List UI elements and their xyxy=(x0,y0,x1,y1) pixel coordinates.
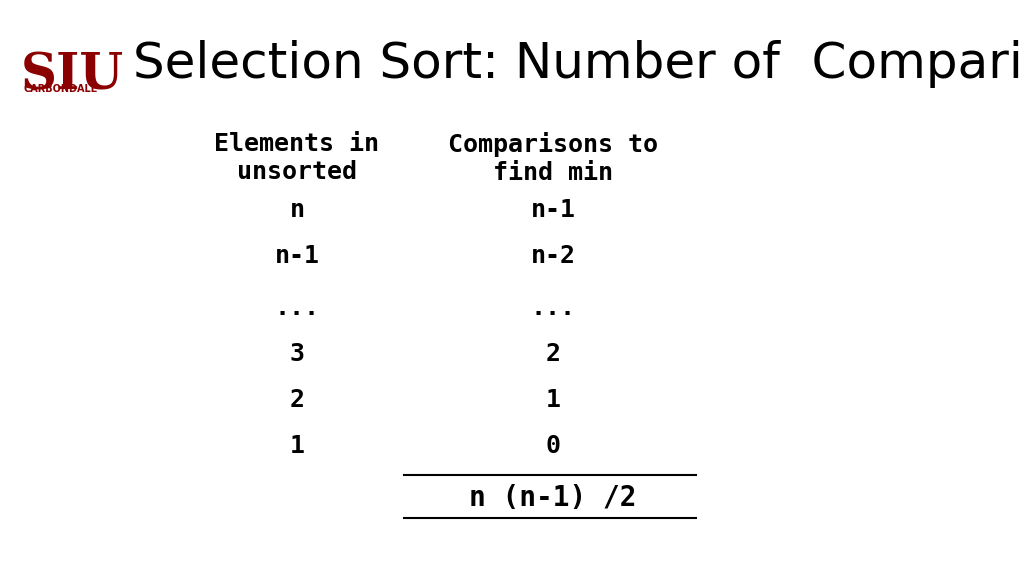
Text: ...: ... xyxy=(530,296,575,320)
Text: 2: 2 xyxy=(546,342,560,366)
Text: Comparisons to
find min: Comparisons to find min xyxy=(447,132,658,185)
Text: Elements in
unsorted: Elements in unsorted xyxy=(214,132,380,184)
Text: n: n xyxy=(290,198,304,222)
Text: 1: 1 xyxy=(290,434,304,458)
Text: 2: 2 xyxy=(290,388,304,412)
Text: 1: 1 xyxy=(546,388,560,412)
Text: n-1: n-1 xyxy=(530,198,575,222)
Text: n-2: n-2 xyxy=(530,244,575,268)
Text: 3: 3 xyxy=(290,342,304,366)
Text: 0: 0 xyxy=(546,434,560,458)
Text: ...: ... xyxy=(274,296,319,320)
Text: n (n-1) /2: n (n-1) /2 xyxy=(469,484,637,512)
Text: Selection Sort: Number of  Comparisons: Selection Sort: Number of Comparisons xyxy=(133,40,1024,88)
Text: SIU: SIU xyxy=(20,52,124,101)
Text: n-1: n-1 xyxy=(274,244,319,268)
Text: CARBONDALE: CARBONDALE xyxy=(24,84,98,93)
